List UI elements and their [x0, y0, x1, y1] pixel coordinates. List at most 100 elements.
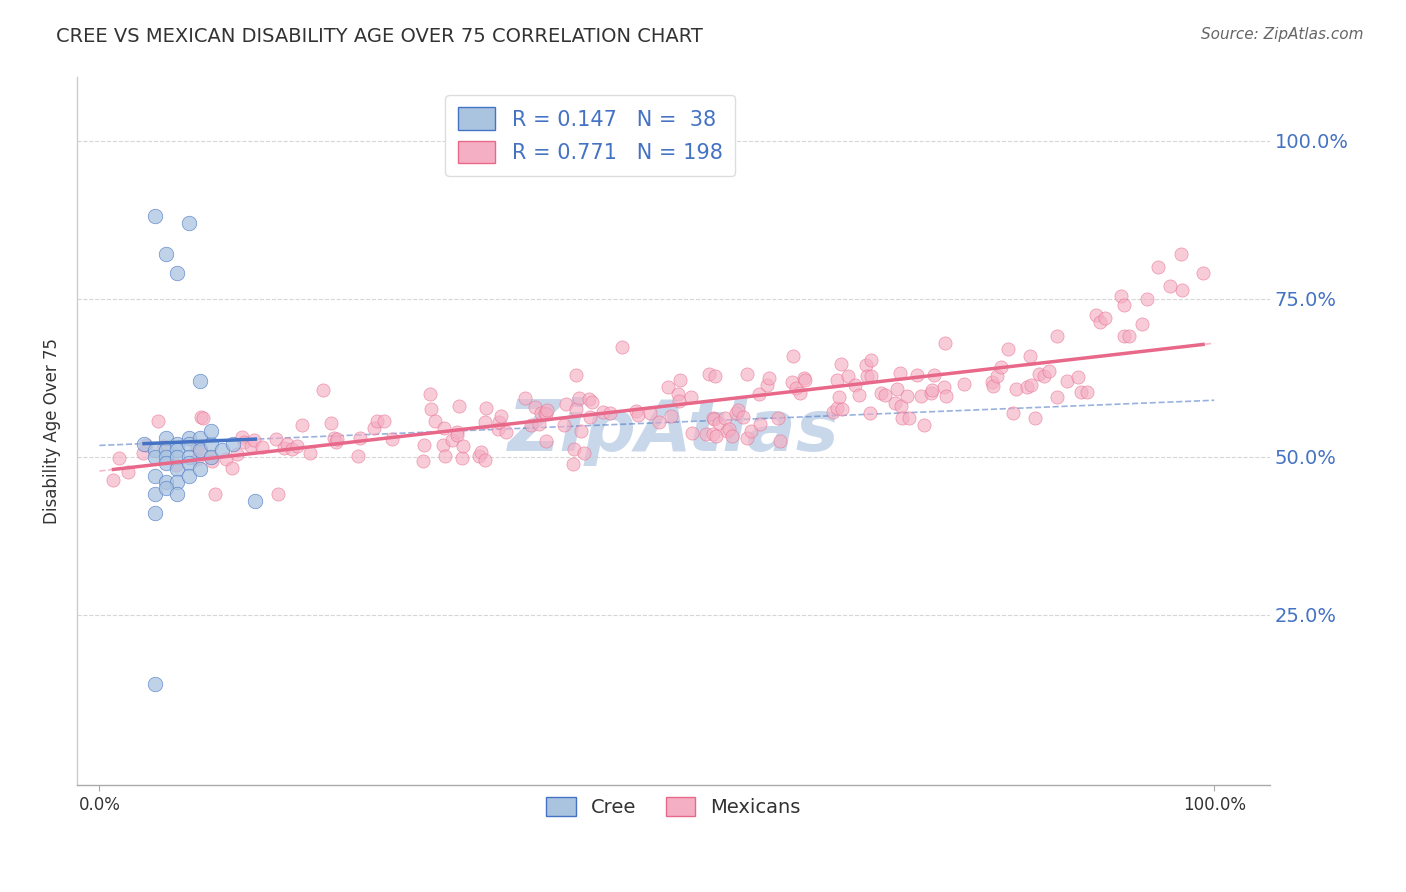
Mexicans [520, 417, 543, 432]
Mexicans [298, 446, 321, 460]
Cree [200, 424, 222, 438]
Mexicans [323, 431, 346, 445]
Cree [155, 431, 177, 445]
Cree [166, 443, 188, 458]
Mexicans [830, 357, 852, 371]
Cree [177, 450, 200, 464]
Mexicans [204, 487, 226, 501]
Mexicans [1019, 377, 1042, 392]
Mexicans [1033, 369, 1056, 384]
Mexicans [1019, 349, 1042, 363]
Mexicans [624, 404, 647, 418]
Mexicans [986, 369, 1008, 384]
Mexicans [281, 442, 304, 456]
Mexicans [735, 431, 758, 445]
Cree [155, 456, 177, 470]
Mexicans [599, 406, 621, 420]
Mexicans [921, 383, 943, 397]
Mexicans [349, 431, 371, 445]
Mexicans [704, 369, 727, 384]
Mexicans [905, 368, 928, 382]
Mexicans [932, 380, 955, 394]
Mexicans [717, 422, 740, 436]
Mexicans [669, 374, 692, 388]
Cree [177, 437, 200, 451]
Cree [166, 462, 188, 476]
Mexicans [627, 408, 650, 422]
Mexicans [704, 428, 727, 442]
Mexicans [912, 417, 935, 432]
Mexicans [659, 409, 682, 423]
Mexicans [186, 451, 208, 466]
Mexicans [1005, 382, 1028, 396]
Mexicans [221, 461, 243, 475]
Mexicans [1084, 308, 1107, 322]
Cree [132, 437, 155, 451]
Mexicans [530, 406, 553, 420]
Mexicans [910, 389, 932, 403]
Mexicans [1002, 406, 1025, 420]
Mexicans [837, 369, 859, 384]
Mexicans [103, 474, 125, 488]
Mexicans [731, 410, 754, 425]
Mexicans [755, 378, 778, 392]
Mexicans [1038, 364, 1060, 378]
Mexicans [242, 434, 264, 448]
Mexicans [1109, 289, 1132, 303]
Mexicans [200, 450, 222, 464]
Mexicans [1094, 310, 1116, 325]
Mexicans [475, 401, 498, 415]
Mexicans [883, 396, 905, 410]
Mexicans [440, 433, 463, 447]
Mexicans [273, 441, 295, 455]
Cree [177, 456, 200, 470]
Mexicans [702, 411, 724, 425]
Mexicans [453, 439, 475, 453]
Mexicans [1192, 266, 1215, 280]
Mexicans [474, 415, 496, 429]
Mexicans [935, 388, 957, 402]
Mexicans [451, 450, 474, 465]
Mexicans [233, 434, 256, 449]
Mexicans [860, 369, 883, 384]
Mexicans [347, 449, 370, 463]
Mexicans [896, 389, 918, 403]
Cree [245, 493, 267, 508]
Cree [188, 462, 211, 476]
Mexicans [419, 386, 441, 401]
Mexicans [855, 358, 877, 372]
Mexicans [201, 453, 224, 467]
Mexicans [225, 447, 247, 461]
Mexicans [1024, 411, 1046, 425]
Mexicans [713, 411, 735, 425]
Mexicans [860, 353, 883, 368]
Mexicans [735, 367, 758, 381]
Mexicans [758, 371, 780, 385]
Mexicans [188, 441, 211, 455]
Mexicans [981, 376, 1004, 390]
Mexicans [489, 409, 512, 423]
Mexicans [727, 403, 749, 417]
Mexicans [785, 381, 807, 395]
Mexicans [165, 458, 187, 473]
Mexicans [432, 421, 454, 435]
Mexicans [1112, 298, 1135, 312]
Mexicans [569, 424, 592, 438]
Mexicans [434, 449, 457, 463]
Mexicans [1046, 329, 1069, 343]
Mexicans [1045, 390, 1067, 404]
Mexicans [648, 415, 671, 429]
Mexicans [780, 375, 803, 389]
Mexicans [1067, 369, 1090, 384]
Cree [155, 475, 177, 489]
Mexicans [231, 430, 253, 444]
Mexicans [420, 402, 443, 417]
Mexicans [287, 439, 309, 453]
Mexicans [766, 411, 789, 425]
Mexicans [534, 407, 557, 421]
Mexicans [1118, 329, 1140, 343]
Mexicans [567, 391, 589, 405]
Cree [177, 216, 200, 230]
Mexicans [997, 342, 1019, 356]
Mexicans [117, 465, 139, 479]
